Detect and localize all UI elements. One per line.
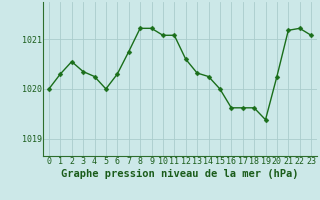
X-axis label: Graphe pression niveau de la mer (hPa): Graphe pression niveau de la mer (hPa) — [61, 169, 299, 179]
